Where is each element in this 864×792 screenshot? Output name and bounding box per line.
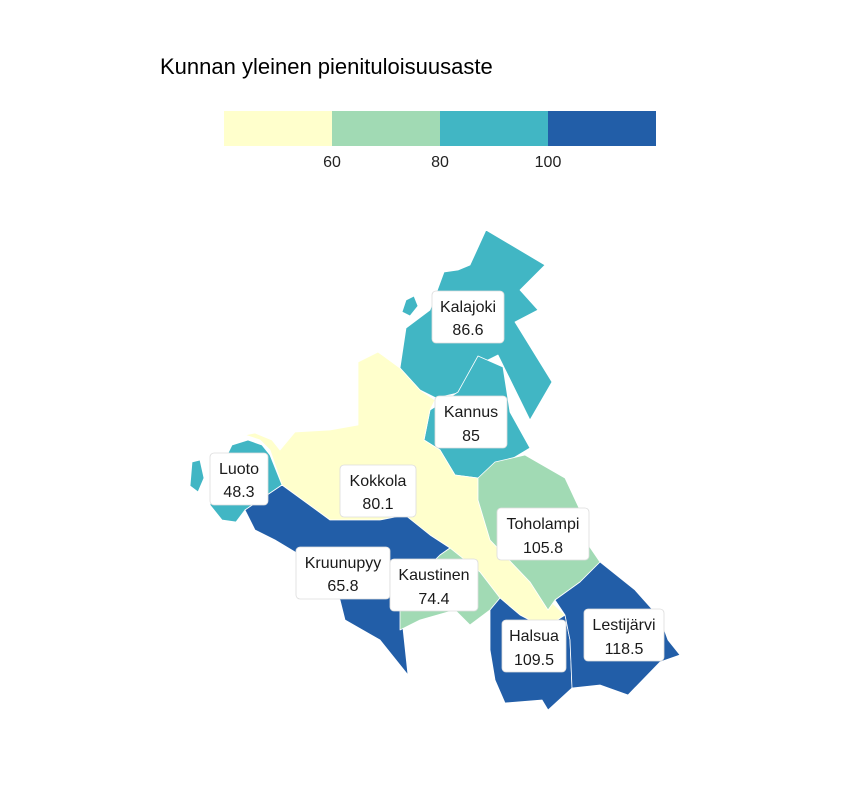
label-halsua: Halsua 109.5 xyxy=(501,619,567,673)
label-halsua-value: 109.5 xyxy=(514,652,554,669)
map-title: Kunnan yleinen pienituloisuusaste xyxy=(160,54,493,79)
label-kaustinen-value: 74.4 xyxy=(418,591,449,608)
legend-tick-60: 60 xyxy=(323,154,341,171)
label-kokkola-value: 80.1 xyxy=(362,496,393,513)
label-kaustinen: Kaustinen 74.4 xyxy=(389,558,479,612)
label-halsua-name: Halsua xyxy=(509,628,559,645)
legend-tick-100: 100 xyxy=(534,154,562,171)
label-kannus: Kannus 85 xyxy=(434,395,508,449)
label-kruunupyy: Kruunupyy 65.8 xyxy=(295,546,391,600)
label-kokkola-name: Kokkola xyxy=(350,473,407,490)
label-kalajoki: Kalajoki 86.6 xyxy=(431,290,505,344)
label-kruunupyy-name: Kruunupyy xyxy=(305,555,382,572)
label-kannus-value: 85 xyxy=(462,428,480,445)
label-kalajoki-value: 86.6 xyxy=(452,322,483,339)
label-kannus-name: Kannus xyxy=(444,404,498,421)
label-toholampi: Toholampi 105.8 xyxy=(496,507,590,561)
legend-swatch-3 xyxy=(440,111,548,146)
legend-swatch-2 xyxy=(332,111,440,146)
legend-tick-80: 80 xyxy=(431,154,449,171)
label-toholampi-name: Toholampi xyxy=(507,516,580,533)
label-lestijarvi-value: 118.5 xyxy=(605,641,644,658)
legend-swatch-1 xyxy=(224,111,332,146)
legend-swatch-4 xyxy=(548,111,656,146)
label-kalajoki-name: Kalajoki xyxy=(440,299,496,316)
label-kruunupyy-value: 65.8 xyxy=(327,578,358,595)
label-toholampi-value: 105.8 xyxy=(523,540,563,557)
label-luoto-value: 48.3 xyxy=(223,484,254,501)
label-luoto-name: Luoto xyxy=(219,461,259,478)
label-luoto: Luoto 48.3 xyxy=(209,452,269,506)
label-kokkola: Kokkola 80.1 xyxy=(339,464,417,518)
color-legend xyxy=(224,111,656,146)
label-kaustinen-name: Kaustinen xyxy=(398,567,469,584)
label-lestijarvi: Lestijärvi 118.5 xyxy=(583,608,665,662)
label-lestijarvi-name: Lestijärvi xyxy=(592,617,655,634)
